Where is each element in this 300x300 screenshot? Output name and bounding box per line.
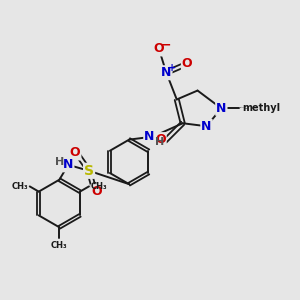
Text: N: N [63,158,74,171]
Text: N: N [144,130,154,143]
Text: CH₃: CH₃ [12,182,28,191]
Text: N: N [201,120,212,133]
Text: O: O [154,42,164,56]
Text: H: H [155,137,164,147]
Text: O: O [70,146,80,160]
Text: O: O [91,185,102,198]
Text: CH₃: CH₃ [51,241,68,250]
Text: H: H [55,158,64,167]
Text: CH₃: CH₃ [90,182,107,191]
Text: −: − [160,39,171,52]
Text: S: S [84,164,94,178]
Text: N: N [216,102,226,115]
Text: +: + [168,63,176,73]
Text: N: N [161,66,172,79]
Text: O: O [182,57,193,70]
Text: O: O [155,133,166,146]
Text: methyl: methyl [243,103,281,113]
Text: methyl: methyl [240,107,245,108]
Text: methyl: methyl [244,108,249,109]
